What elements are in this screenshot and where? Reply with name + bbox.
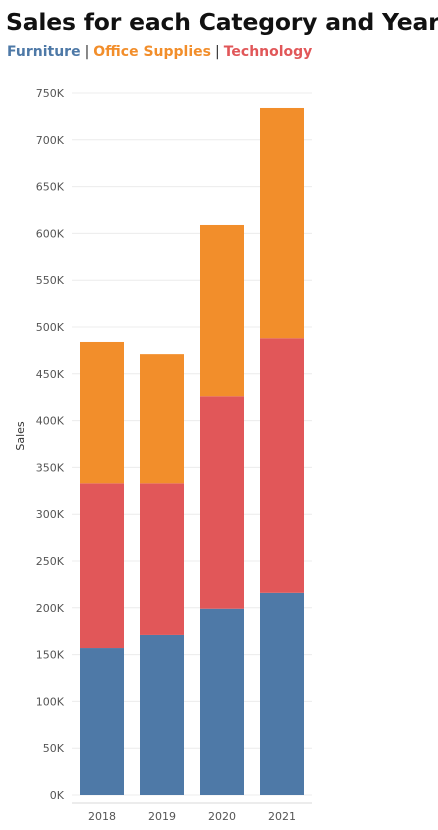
legend: Furniture | Office Supplies | Technology [7, 44, 312, 60]
y-tick-label: 450K [36, 368, 65, 381]
bar-segment-furniture-2019[interactable] [140, 634, 184, 795]
bar-segment-office-supplies-2020[interactable] [200, 224, 244, 397]
bar-segment-furniture-2018[interactable] [80, 648, 124, 795]
x-tick-label: 2018 [88, 810, 116, 823]
y-tick-label: 0K [50, 789, 65, 802]
y-tick-label: 500K [36, 321, 65, 334]
bar-segment-technology-2021[interactable] [260, 338, 304, 593]
x-tick-label: 2019 [148, 810, 176, 823]
legend-item-furniture[interactable]: Furniture [7, 44, 81, 60]
y-tick-label: 200K [36, 602, 65, 615]
legend-separator: | [214, 44, 220, 60]
y-tick-label: 700K [36, 134, 65, 147]
bar-segment-technology-2019[interactable] [140, 483, 184, 635]
y-tick-label: 300K [36, 508, 65, 521]
bar-segment-furniture-2021[interactable] [260, 592, 304, 795]
x-tick-label: 2020 [208, 810, 236, 823]
bar-segment-office-supplies-2021[interactable] [260, 107, 304, 339]
y-tick-label: 150K [36, 649, 65, 662]
legend-separator: | [84, 44, 90, 60]
bar-segment-office-supplies-2018[interactable] [80, 341, 124, 484]
y-tick-label: 100K [36, 695, 65, 708]
bar-segment-office-supplies-2019[interactable] [140, 354, 184, 484]
y-tick-label: 50K [43, 742, 65, 755]
y-axis-label: Sales [14, 421, 27, 451]
y-tick-label: 350K [36, 461, 65, 474]
chart-title: Sales for each Category and Year [6, 8, 438, 36]
x-tick-label: 2021 [268, 810, 296, 823]
y-tick-label: 250K [36, 555, 65, 568]
bar-segment-technology-2018[interactable] [80, 483, 124, 649]
y-tick-label: 400K [36, 415, 65, 428]
y-tick-label: 600K [36, 227, 65, 240]
bar-segment-technology-2020[interactable] [200, 396, 244, 609]
y-tick-label: 750K [36, 87, 65, 100]
bar-segment-furniture-2020[interactable] [200, 608, 244, 795]
legend-item-office-supplies[interactable]: Office Supplies [93, 44, 211, 60]
legend-item-technology[interactable]: Technology [223, 44, 313, 60]
y-tick-label: 650K [36, 181, 65, 194]
y-tick-label: 550K [36, 274, 65, 287]
